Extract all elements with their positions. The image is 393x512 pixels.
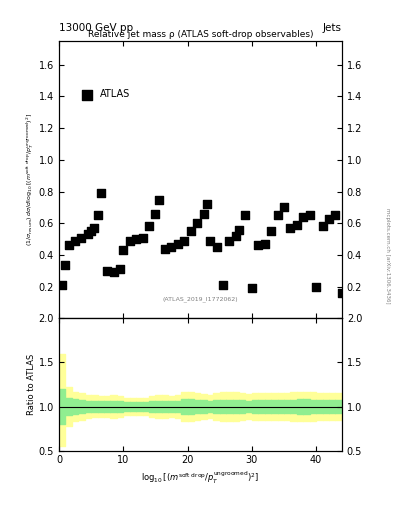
Y-axis label: $(1/\sigma_{\rm resum})\ d\sigma/d\log_{10}[(m^{\rm soft\ drop}/p_T^{\rm ungroom: $(1/\sigma_{\rm resum})\ d\sigma/d\log_{… bbox=[24, 113, 36, 246]
ATLAS bbox=[332, 211, 339, 220]
Text: Jets: Jets bbox=[323, 23, 342, 33]
Text: (ATLAS_2019_I1772062): (ATLAS_2019_I1772062) bbox=[163, 296, 238, 302]
ATLAS bbox=[72, 237, 78, 245]
ATLAS bbox=[249, 284, 255, 292]
X-axis label: $\log_{10}[(m^{\rm soft\ drop}/p_T^{\rm ungroomed})^2]$: $\log_{10}[(m^{\rm soft\ drop}/p_T^{\rm … bbox=[141, 470, 259, 486]
Legend: ATLAS: ATLAS bbox=[75, 88, 132, 101]
ATLAS bbox=[85, 230, 91, 239]
ATLAS bbox=[262, 240, 268, 248]
ATLAS bbox=[120, 246, 127, 254]
ATLAS bbox=[220, 281, 226, 289]
ATLAS bbox=[91, 224, 97, 232]
ATLAS bbox=[307, 211, 313, 220]
ATLAS bbox=[133, 235, 139, 243]
ATLAS bbox=[326, 215, 332, 223]
Y-axis label: Ratio to ATLAS: Ratio to ATLAS bbox=[27, 354, 36, 415]
ATLAS bbox=[162, 245, 168, 253]
ATLAS bbox=[204, 200, 210, 208]
ATLAS bbox=[194, 219, 200, 227]
ATLAS bbox=[200, 210, 207, 218]
ATLAS bbox=[175, 240, 181, 248]
ATLAS bbox=[94, 211, 101, 220]
Text: 13000 GeV pp: 13000 GeV pp bbox=[59, 23, 133, 33]
ATLAS bbox=[88, 227, 94, 236]
ATLAS bbox=[168, 243, 174, 251]
ATLAS bbox=[117, 265, 123, 273]
ATLAS bbox=[62, 261, 68, 269]
ATLAS bbox=[66, 241, 72, 249]
ATLAS bbox=[255, 241, 261, 249]
ATLAS bbox=[78, 233, 84, 242]
Title: Relative jet mass ρ (ATLAS soft-drop observables): Relative jet mass ρ (ATLAS soft-drop obs… bbox=[88, 30, 313, 39]
ATLAS bbox=[268, 227, 274, 236]
ATLAS bbox=[294, 221, 300, 229]
ATLAS bbox=[146, 222, 152, 230]
ATLAS bbox=[281, 203, 287, 211]
ATLAS bbox=[233, 232, 239, 240]
ATLAS bbox=[152, 210, 158, 218]
ATLAS bbox=[313, 283, 320, 291]
ATLAS bbox=[59, 281, 65, 289]
ATLAS bbox=[187, 227, 194, 236]
ATLAS bbox=[97, 189, 104, 197]
ATLAS bbox=[213, 243, 220, 251]
ATLAS bbox=[127, 237, 133, 245]
ATLAS bbox=[339, 289, 345, 297]
ATLAS bbox=[181, 237, 187, 245]
ATLAS bbox=[156, 196, 162, 204]
Text: mcplots.cern.ch [arXiv:1306.3436]: mcplots.cern.ch [arXiv:1306.3436] bbox=[385, 208, 389, 304]
ATLAS bbox=[207, 237, 213, 245]
ATLAS bbox=[104, 267, 110, 275]
ATLAS bbox=[300, 213, 307, 221]
ATLAS bbox=[226, 237, 233, 245]
ATLAS bbox=[320, 222, 326, 230]
ATLAS bbox=[242, 211, 249, 220]
ATLAS bbox=[287, 224, 294, 232]
ATLAS bbox=[140, 233, 146, 242]
ATLAS bbox=[110, 268, 117, 276]
ATLAS bbox=[274, 211, 281, 220]
ATLAS bbox=[236, 226, 242, 234]
